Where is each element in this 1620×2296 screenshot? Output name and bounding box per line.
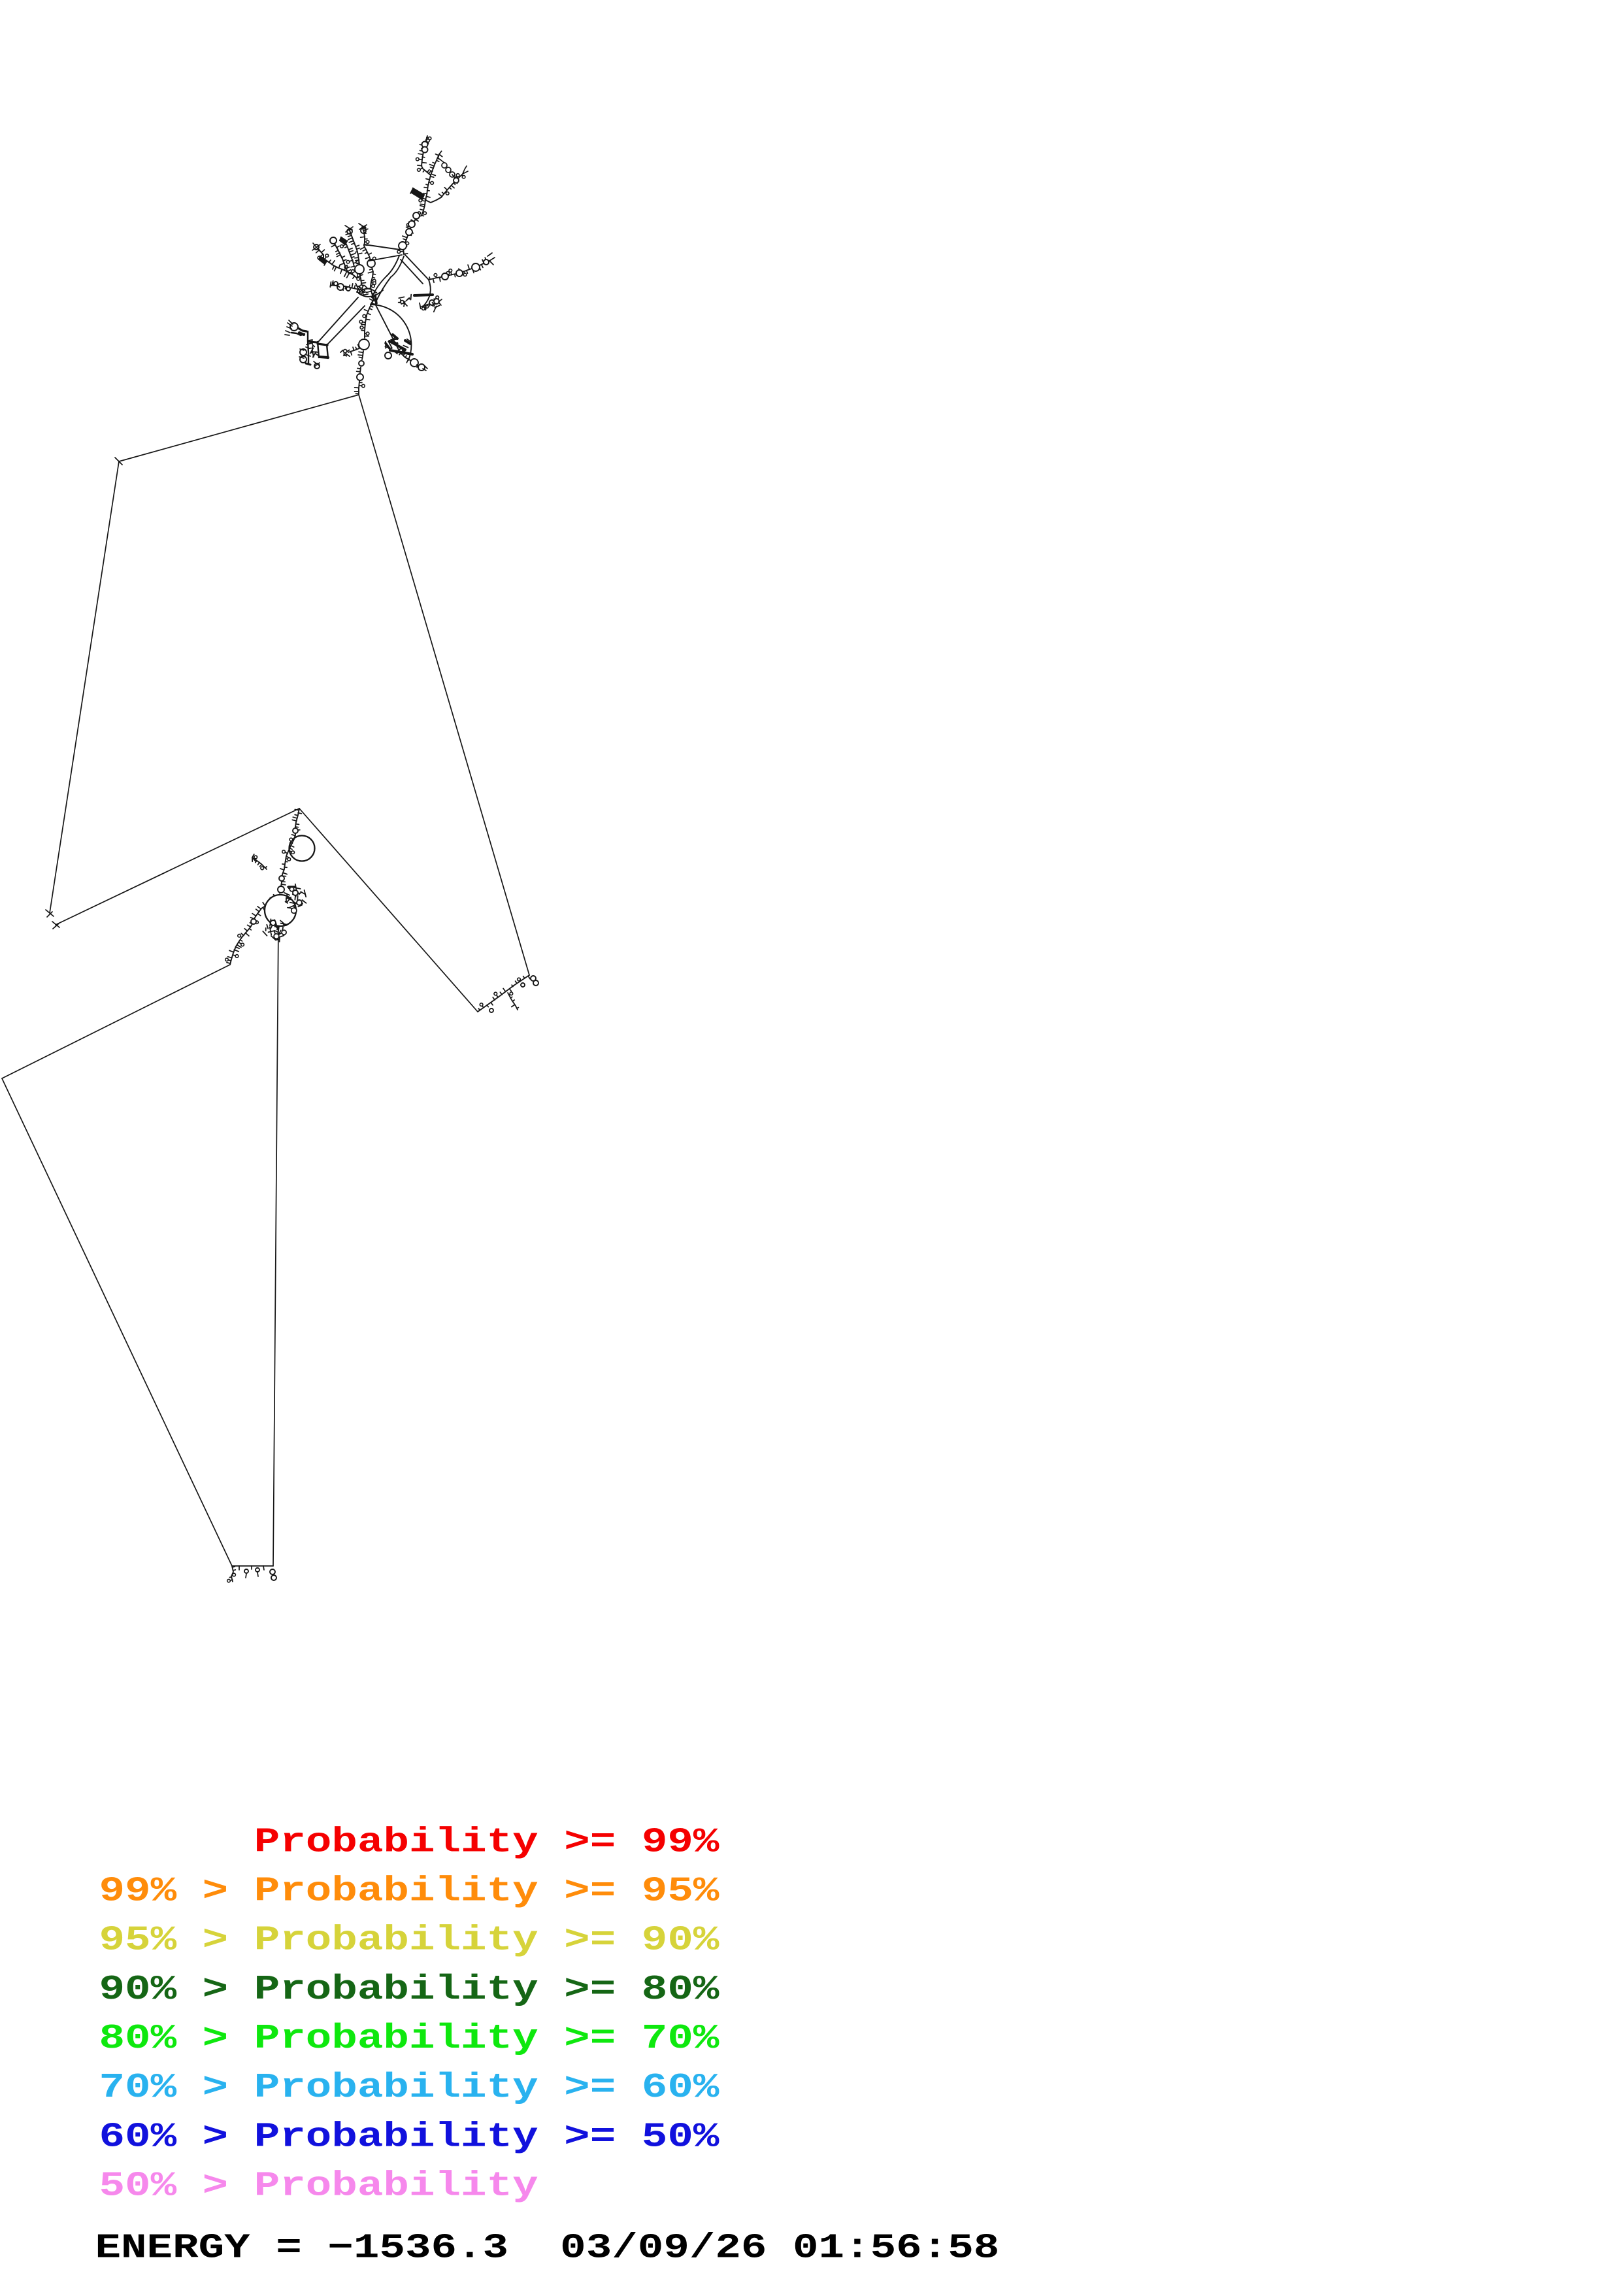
svg-text:Probability >= 99%: Probability >= 99% — [254, 1822, 719, 1861]
svg-text:60% > Probability >= 50%: 60% > Probability >= 50% — [99, 2117, 719, 2156]
svg-text:70% > Probability >= 60%: 70% > Probability >= 60% — [99, 2068, 719, 2107]
svg-text:80% > Probability >= 70%: 80% > Probability >= 70% — [99, 2019, 719, 2058]
svg-text:95% > Probability >= 90%: 95% > Probability >= 90% — [99, 1920, 719, 1959]
svg-text:50% > Probability: 50% > Probability — [99, 2166, 538, 2205]
svg-text:99% > Probability >= 95%: 99% > Probability >= 95% — [99, 1871, 719, 1910]
svg-text:90% > Probability >= 80%: 90% > Probability >= 80% — [99, 1970, 719, 2009]
svg-text:ENERGY = −1536.3 03/09/26 01:: ENERGY = −1536.3 03/09/26 01:56:58 — [95, 2228, 999, 2267]
